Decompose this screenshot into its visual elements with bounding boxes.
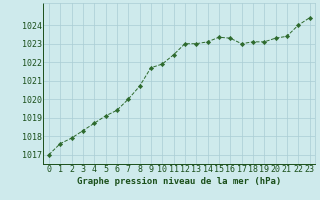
X-axis label: Graphe pression niveau de la mer (hPa): Graphe pression niveau de la mer (hPa) — [77, 177, 281, 186]
